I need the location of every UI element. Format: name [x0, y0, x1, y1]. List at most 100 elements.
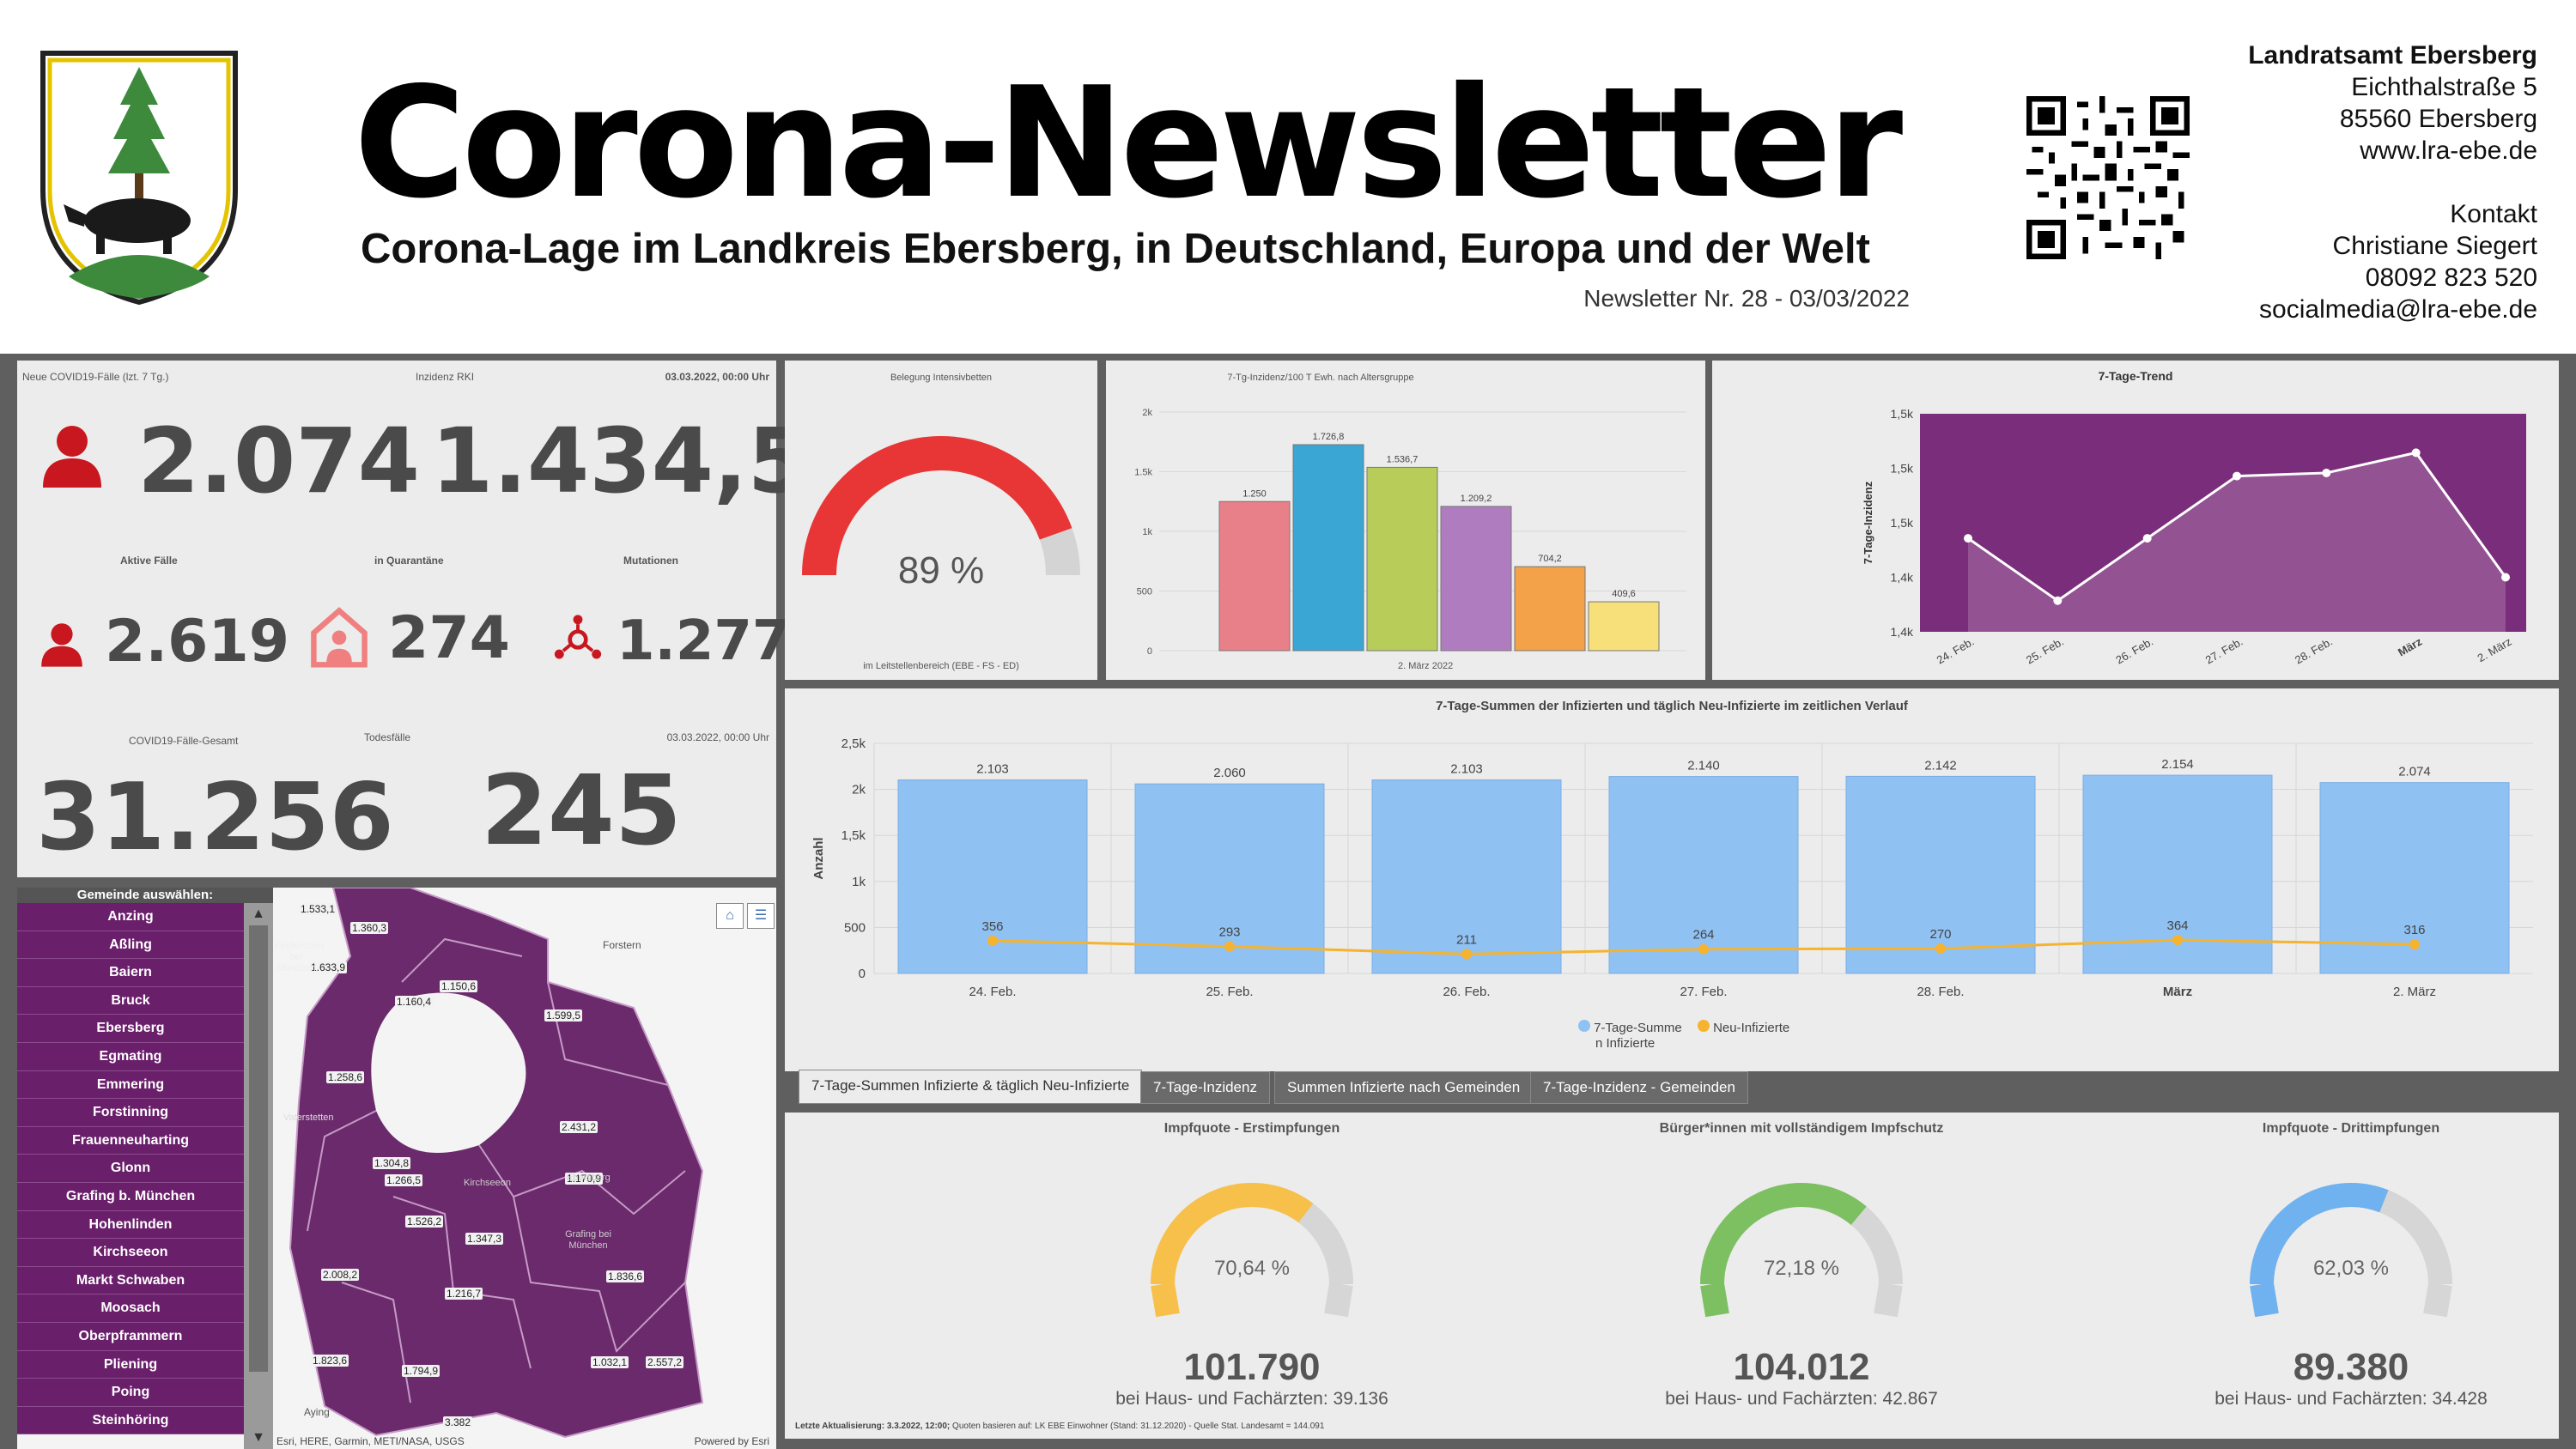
- age-chart-panel: 7-Tg-Inzidenz/100 T Ewh. nach Altersgrup…: [1106, 361, 1705, 680]
- map-value-label: 1.032,1: [591, 1356, 629, 1368]
- map-value-label: 1.599,5: [544, 1009, 583, 1022]
- legend-list-button[interactable]: ☰: [747, 903, 775, 929]
- age-bar[interactable]: [1366, 466, 1438, 652]
- qr-code-icon[interactable]: [2026, 96, 2190, 259]
- municipality-item[interactable]: Bruck: [17, 986, 244, 1016]
- age-bar-label: 1.250: [1242, 488, 1267, 499]
- new-infections-point[interactable]: [1461, 949, 1472, 960]
- municipality-item[interactable]: Steinhöring: [17, 1406, 244, 1435]
- sum-ytick: 0: [859, 967, 866, 981]
- municipality-item[interactable]: Ebersberg: [17, 1015, 244, 1043]
- age-bar[interactable]: [1292, 444, 1364, 652]
- new-infections-point[interactable]: [987, 935, 998, 946]
- trend-point[interactable]: [2322, 468, 2331, 477]
- active-label: Aktive Fälle: [120, 555, 178, 567]
- new-infections-point[interactable]: [1935, 943, 1946, 955]
- municipality-item[interactable]: Hohenlinden: [17, 1210, 244, 1240]
- trend-point[interactable]: [2053, 596, 2063, 605]
- municipality-item[interactable]: Frauenneuharting: [17, 1126, 244, 1155]
- sum-xtick: 25. Feb.: [1206, 985, 1253, 999]
- new-infections-point[interactable]: [1698, 943, 1709, 955]
- district-map[interactable]: [273, 888, 776, 1449]
- municipality-item[interactable]: Egmating: [17, 1042, 244, 1071]
- sum-bar-label: 2.103: [976, 762, 1009, 777]
- new-infections-label: 356: [981, 919, 1003, 934]
- municipality-item[interactable]: Grafing b. München: [17, 1182, 244, 1211]
- sum-xtick: 26. Feb.: [1443, 985, 1490, 999]
- municipality-item[interactable]: Moosach: [17, 1294, 244, 1323]
- map-value-label: 2.008,2: [321, 1269, 360, 1281]
- map-place-forstern: Forstern: [603, 939, 641, 951]
- tab-7-day-incidence[interactable]: 7-Tage-Inzidenz: [1140, 1071, 1270, 1104]
- vax-footnote-text: Quoten basieren auf: LK EBE Einwohner (S…: [950, 1422, 1325, 1431]
- municipality-item[interactable]: Glonn: [17, 1155, 244, 1183]
- age-bar-label: 1.209,2: [1461, 494, 1492, 504]
- trend-point[interactable]: [2501, 573, 2510, 582]
- municipality-item[interactable]: Emmering: [17, 1070, 244, 1100]
- municipality-item[interactable]: Baiern: [17, 959, 244, 987]
- legend-sum-label[interactable]: 7-Tage-Summe: [1594, 1021, 1682, 1035]
- sum-xtick: 28. Feb.: [1917, 985, 1964, 999]
- contact-web-link[interactable]: www.lra-ebe.de: [2360, 136, 2537, 165]
- tab-sums-by-municipality[interactable]: Summen Infizierte nach Gemeinden: [1274, 1071, 1534, 1104]
- trend-point[interactable]: [2142, 534, 2152, 543]
- new-cases-label: Neue COVID19-Fälle (lzt. 7 Tg.): [22, 371, 169, 383]
- new-infections-label: 364: [2166, 919, 2188, 933]
- sum-xtick: März: [2163, 985, 2192, 999]
- contact-email-link[interactable]: socialmedia@lra-ebe.de: [2259, 295, 2537, 324]
- kpi-panel: Neue COVID19-Fälle (lzt. 7 Tg.) Inzidenz…: [17, 361, 810, 877]
- municipality-item[interactable]: Aßling: [17, 931, 244, 960]
- mutations-value: 1.277: [617, 609, 791, 673]
- municipality-item[interactable]: Forstinning: [17, 1099, 244, 1127]
- trend-point[interactable]: [2233, 471, 2241, 481]
- age-bar[interactable]: [1440, 506, 1512, 652]
- trend-area: [1968, 452, 2506, 632]
- map-view[interactable]: ⌂ ☰ 1.533,1 1.360,3 1.633,9 1.150,6 1.160,4 1…: [273, 888, 776, 1449]
- map-place-grafing: Grafing bei München: [565, 1229, 611, 1251]
- trend-xtick: 26. Feb.: [2113, 635, 2155, 667]
- scroll-thumb[interactable]: [249, 925, 268, 1372]
- vax-pct-3: 62,03 %: [2312, 1257, 2390, 1280]
- map-place-vaterstetten: Vaterstetten: [283, 1113, 334, 1123]
- scroll-down-icon[interactable]: ▼: [252, 1430, 265, 1445]
- new-infections-point[interactable]: [1224, 941, 1235, 952]
- municipality-item[interactable]: Poing: [17, 1379, 244, 1407]
- municipality-scrollbar[interactable]: ▲ ▼: [244, 903, 273, 1449]
- age-bar[interactable]: [1218, 500, 1291, 652]
- tab-7-day-sums[interactable]: 7-Tage-Summen Infizierte & täglich Neu-I…: [799, 1070, 1143, 1104]
- municipality-item[interactable]: Anzing: [17, 903, 244, 931]
- vax-footnote-bold: Letzte Aktualisierung: 3.3.2022, 12:00;: [795, 1422, 951, 1431]
- contact-kontakt-label: Kontakt: [2450, 200, 2537, 228]
- sum-ytick: 2,5k: [841, 737, 866, 751]
- map-value-label: 1.823,6: [311, 1355, 349, 1367]
- contact-block: Landratsamt Ebersberg Eichthalstraße 5 8…: [2147, 39, 2537, 325]
- sum-bar[interactable]: [1371, 779, 1562, 974]
- age-chart-xlabel: 2. März 2022: [1398, 661, 1454, 671]
- map-place-aying: Aying: [304, 1406, 330, 1418]
- municipality-list: Anzing Aßling Baiern Bruck Ebersberg Egmating…: [17, 903, 244, 1435]
- scroll-up-icon[interactable]: ▲: [252, 906, 265, 921]
- trend-ylabel: 7-Tage-Inzidenz: [1862, 481, 1874, 564]
- municipality-item[interactable]: Markt Schwaben: [17, 1266, 244, 1295]
- municipality-item[interactable]: Oberpframmern: [17, 1322, 244, 1351]
- new-infections-point[interactable]: [2172, 934, 2183, 945]
- home-button[interactable]: ⌂: [716, 903, 744, 929]
- vax-title-2: Bürger*innen mit vollständigem Impfschut…: [1659, 1121, 1944, 1136]
- sum-bar[interactable]: [1608, 776, 1799, 974]
- legend-new-label[interactable]: Neu-Infizierte: [1713, 1021, 1790, 1035]
- contact-street: Eichthalstraße 5: [2351, 73, 2537, 101]
- kpi-date-label-2: 03.03.2022, 00:00 Uhr: [666, 731, 769, 743]
- trend-point[interactable]: [1964, 534, 1972, 543]
- new-infections-point[interactable]: [2409, 939, 2420, 950]
- trend-point[interactable]: [2411, 448, 2421, 458]
- map-value-label: 1.216,7: [445, 1288, 483, 1300]
- incidence-label: Inzidenz RKI: [416, 371, 475, 383]
- municipality-item[interactable]: Kirchseeon: [17, 1239, 244, 1267]
- municipality-item[interactable]: Pliening: [17, 1350, 244, 1379]
- tab-incidence-by-municipality[interactable]: 7-Tage-Inzidenz - Gemeinden: [1530, 1071, 1748, 1104]
- age-bar[interactable]: [1588, 601, 1660, 652]
- sum-ylabel: Anzahl: [811, 837, 826, 879]
- municipality-list-header: Gemeinde auswählen:: [17, 888, 273, 903]
- sum-bar[interactable]: [1845, 775, 2036, 974]
- age-bar[interactable]: [1514, 566, 1586, 652]
